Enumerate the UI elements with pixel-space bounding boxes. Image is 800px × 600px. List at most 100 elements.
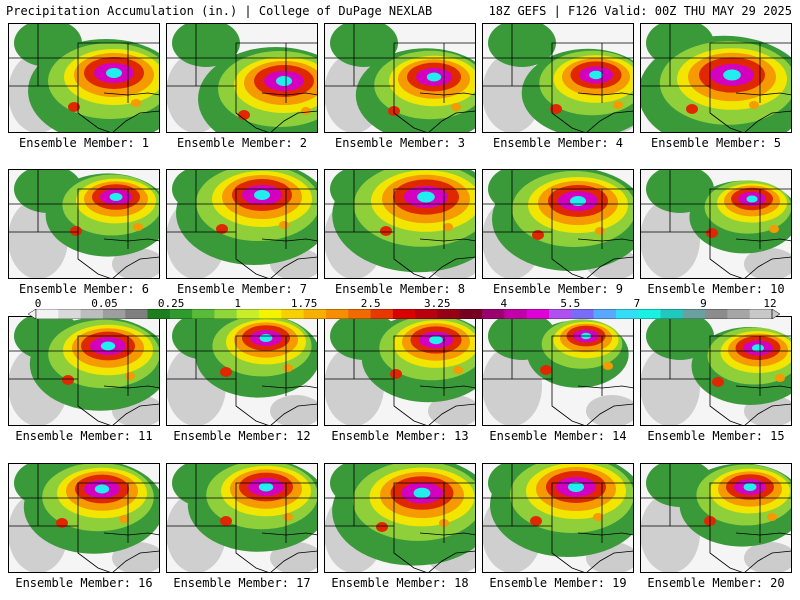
ensemble-panel-1: Ensemble Member: 1: [8, 23, 160, 150]
colorbar-swatch: [192, 309, 215, 319]
precip-map: [8, 463, 160, 573]
ensemble-panel-10: Ensemble Member: 10: [640, 169, 792, 296]
ensemble-member-label: Ensemble Member: 17: [173, 576, 311, 590]
ensemble-panel-14: Ensemble Member: 14: [482, 316, 634, 443]
ensemble-panel-18: Ensemble Member: 18: [324, 463, 476, 590]
colorbar-swatch: [236, 309, 260, 319]
precip-map: [482, 463, 634, 573]
ensemble-member-label: Ensemble Member: 15: [647, 429, 785, 443]
ensemble-panel-2: Ensemble Member: 2: [166, 23, 318, 150]
ensemble-member-label: Ensemble Member: 16: [15, 576, 153, 590]
precip-map: [324, 169, 476, 279]
colorbar-tick-label: 12: [763, 297, 777, 310]
colorbar-swatch: [303, 309, 327, 319]
colorbar-swatch: [660, 309, 684, 319]
colorbar-swatch: [169, 309, 193, 319]
precip-map: [482, 169, 634, 279]
colorbar-tick-label: 2.5: [360, 297, 381, 310]
colorbar-swatch: [504, 309, 528, 319]
ensemble-member-label: Ensemble Member: 13: [331, 429, 469, 443]
colorbar-swatch: [437, 309, 461, 319]
colorbar-tick-label: 3.25: [424, 297, 451, 310]
ensemble-member-label: Ensemble Member: 8: [334, 282, 466, 296]
colorbar-swatch: [325, 309, 349, 319]
ensemble-member-label: Ensemble Member: 14: [489, 429, 627, 443]
colorbar-swatch: [102, 309, 126, 319]
ensemble-panel-6: Ensemble Member: 6: [8, 169, 160, 296]
ensemble-member-label: Ensemble Member: 6: [18, 282, 150, 296]
colorbar-swatch: [36, 309, 59, 319]
colorbar-swatch: [58, 309, 82, 319]
precip-map: [324, 463, 476, 573]
colorbar-tick-label: 0.05: [91, 297, 118, 310]
precip-map: [482, 316, 634, 426]
colorbar-swatch: [80, 309, 104, 319]
ensemble-panel-16: Ensemble Member: 16: [8, 463, 160, 590]
ensemble-panel-11: Ensemble Member: 11: [8, 316, 160, 443]
ensemble-member-label: Ensemble Member: 18: [331, 576, 469, 590]
precip-map: [324, 23, 476, 133]
precip-map: [640, 169, 792, 279]
colorbar-swatch: [526, 309, 550, 319]
colorbar-swatch: [214, 309, 238, 319]
ensemble-member-label: Ensemble Member: 5: [650, 136, 782, 150]
ensemble-member-label: Ensemble Member: 4: [492, 136, 624, 150]
colorbar-swatch: [415, 309, 438, 319]
colorbar-tick-label: 1.75: [290, 297, 318, 310]
ensemble-member-label: Ensemble Member: 3: [334, 136, 466, 150]
colorbar-swatch: [727, 309, 751, 319]
ensemble-member-label: Ensemble Member: 2: [176, 136, 308, 150]
colorbar-swatch: [482, 309, 505, 319]
precip-map: [640, 463, 792, 573]
precip-map: [166, 23, 318, 133]
ensemble-panel-3: Ensemble Member: 3: [324, 23, 476, 150]
ensemble-member-label: Ensemble Member: 9: [492, 282, 624, 296]
precip-map: [166, 316, 318, 426]
colorbar-swatch: [705, 309, 728, 319]
precip-map: [166, 169, 318, 279]
ensemble-member-label: Ensemble Member: 12: [173, 429, 311, 443]
header-valid-time: 18Z GEFS | F126 Valid: 00Z THU MAY 29 20…: [488, 4, 792, 18]
colorbar-tick-label: 9: [700, 297, 707, 310]
precip-map: [8, 23, 160, 133]
colorbar-swatch: [147, 309, 171, 319]
ensemble-panel-5: Ensemble Member: 5: [640, 23, 792, 150]
colorbar-swatch: [125, 309, 148, 319]
colorbar-swatch: [682, 309, 706, 319]
ensemble-panel-8: Ensemble Member: 8: [324, 169, 476, 296]
colorbar-tick-label: 7: [633, 297, 641, 310]
colorbar-swatch: [638, 309, 661, 319]
colorbar-tick-label: 5.5: [560, 297, 581, 310]
colorbar: 0 0.05 0.25 1 1.75 2.5 3.25 4 5.5 7 9 12: [28, 297, 780, 321]
ensemble-panel-17: Ensemble Member: 17: [166, 463, 318, 590]
colorbar-tick-label: 0.25: [157, 297, 185, 310]
precip-map: [324, 316, 476, 426]
colorbar-swatch: [259, 309, 282, 319]
ensemble-member-label: Ensemble Member: 19: [489, 576, 627, 590]
colorbar-tick-label: 4: [500, 297, 508, 310]
ensemble-panel-20: Ensemble Member: 20: [640, 463, 792, 590]
colorbar-swatch: [749, 309, 773, 319]
ensemble-member-label: Ensemble Member: 11: [15, 429, 153, 443]
ensemble-member-label: Ensemble Member: 1: [18, 136, 150, 150]
colorbar-swatch: [571, 309, 594, 319]
colorbar-swatch: [348, 309, 371, 319]
ensemble-panel-19: Ensemble Member: 19: [482, 463, 634, 590]
colorbar-swatch: [548, 309, 572, 319]
precip-map: [166, 463, 318, 573]
ensemble-member-label: Ensemble Member: 20: [647, 576, 785, 590]
ensemble-panel-12: Ensemble Member: 12: [166, 316, 318, 443]
colorbar-swatch: [392, 309, 416, 319]
ensemble-panel-7: Ensemble Member: 7: [166, 169, 318, 296]
colorbar-swatch: [370, 309, 394, 319]
colorbar-scale: [28, 309, 780, 319]
colorbar-swatch: [281, 309, 305, 319]
ensemble-panel-9: Ensemble Member: 9: [482, 169, 634, 296]
precip-map: [8, 169, 160, 279]
ensemble-panel-13: Ensemble Member: 13: [324, 316, 476, 443]
precip-map: [640, 23, 792, 133]
ensemble-panel-15: Ensemble Member: 15: [640, 316, 792, 443]
header-title: Precipitation Accumulation (in.) | Colle…: [6, 4, 433, 18]
colorbar-tick-label: 1: [234, 297, 241, 310]
precip-map: [8, 316, 160, 426]
